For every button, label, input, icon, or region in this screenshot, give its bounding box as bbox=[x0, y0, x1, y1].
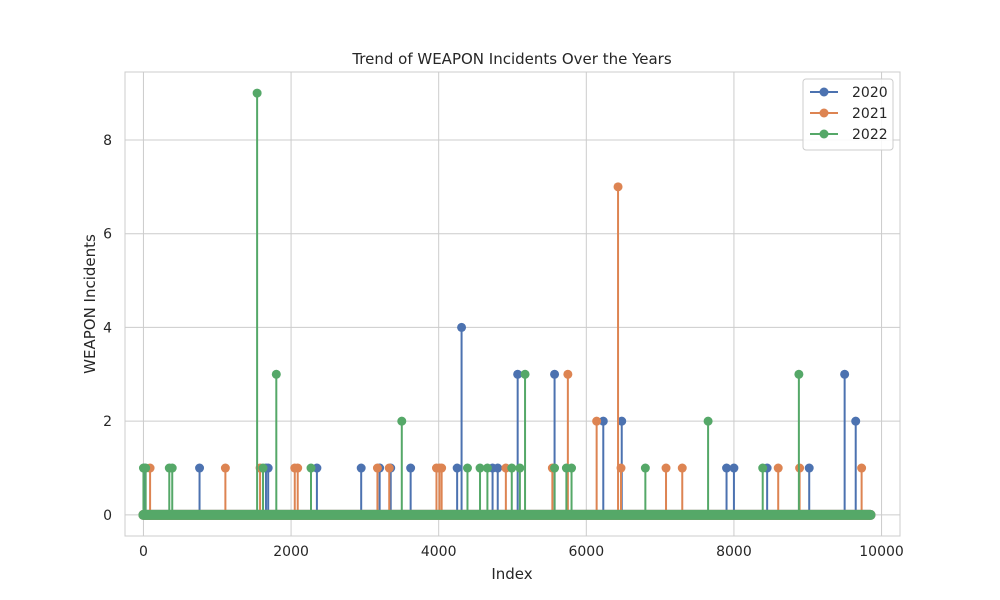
data-point bbox=[271, 369, 281, 379]
data-point bbox=[598, 416, 608, 426]
data-point bbox=[640, 463, 650, 473]
data-point bbox=[384, 463, 394, 473]
series-layer bbox=[138, 88, 876, 520]
data-point bbox=[482, 463, 492, 473]
data-point bbox=[507, 463, 517, 473]
data-point bbox=[758, 463, 768, 473]
data-point bbox=[437, 463, 447, 473]
data-point bbox=[356, 463, 366, 473]
data-point bbox=[372, 463, 382, 473]
legend-label: 2021 bbox=[852, 106, 888, 122]
data-point bbox=[661, 463, 671, 473]
y-tick-label: 6 bbox=[103, 227, 112, 243]
data-point bbox=[493, 463, 503, 473]
data-point bbox=[567, 463, 577, 473]
data-point bbox=[520, 369, 530, 379]
data-point bbox=[397, 416, 407, 426]
data-point bbox=[258, 463, 268, 473]
data-point bbox=[616, 463, 626, 473]
y-axis-label: WEAPON Incidents bbox=[81, 234, 99, 374]
data-point bbox=[550, 369, 560, 379]
data-point bbox=[141, 463, 151, 473]
data-point bbox=[563, 369, 573, 379]
data-point bbox=[592, 416, 602, 426]
legend-swatch-marker bbox=[819, 129, 829, 139]
data-point bbox=[729, 463, 739, 473]
data-point bbox=[857, 463, 867, 473]
legend: 2020 2021 2022 bbox=[802, 78, 894, 151]
data-point bbox=[452, 463, 462, 473]
x-tick-label: 8000 bbox=[716, 544, 752, 560]
data-point bbox=[513, 369, 523, 379]
data-point bbox=[773, 463, 783, 473]
data-point bbox=[613, 182, 623, 192]
data-point bbox=[306, 463, 316, 473]
y-tick-label: 4 bbox=[103, 320, 112, 336]
y-tick-label: 2 bbox=[103, 414, 112, 430]
data-point bbox=[252, 88, 262, 98]
series-2022 bbox=[138, 88, 876, 520]
plot-area bbox=[124, 71, 901, 537]
data-point bbox=[462, 463, 472, 473]
x-tick-label: 6000 bbox=[568, 544, 604, 560]
chart-title: Trend of WEAPON Incidents Over the Years bbox=[351, 50, 672, 68]
x-tick-label: 0 bbox=[139, 544, 148, 560]
data-point bbox=[515, 463, 525, 473]
data-point bbox=[722, 463, 732, 473]
legend-label: 2020 bbox=[852, 85, 888, 101]
data-point bbox=[475, 463, 485, 473]
x-axis-label: Index bbox=[491, 565, 532, 583]
y-tick-label: 8 bbox=[103, 133, 112, 149]
data-point bbox=[804, 463, 814, 473]
y-tick-label: 0 bbox=[103, 508, 112, 524]
data-point bbox=[703, 416, 713, 426]
x-axis-ticks: 0 2000 4000 6000 8000 10000 bbox=[139, 544, 904, 560]
data-point bbox=[617, 416, 627, 426]
data-point bbox=[677, 463, 687, 473]
legend-swatch-marker bbox=[819, 108, 829, 118]
data-point bbox=[851, 416, 861, 426]
data-point bbox=[457, 322, 467, 332]
y-axis-ticks: 0 2 4 6 8 bbox=[103, 133, 112, 524]
data-point bbox=[406, 463, 416, 473]
x-tick-label: 2000 bbox=[273, 544, 309, 560]
x-tick-label: 4000 bbox=[421, 544, 457, 560]
data-point bbox=[840, 369, 850, 379]
legend-label: 2022 bbox=[852, 127, 888, 143]
x-tick-label: 10000 bbox=[859, 544, 904, 560]
data-point bbox=[293, 463, 303, 473]
data-point bbox=[220, 463, 230, 473]
data-point bbox=[195, 463, 205, 473]
data-point bbox=[167, 463, 177, 473]
data-point bbox=[550, 463, 560, 473]
data-point bbox=[794, 369, 804, 379]
legend-swatch-marker bbox=[819, 87, 829, 97]
